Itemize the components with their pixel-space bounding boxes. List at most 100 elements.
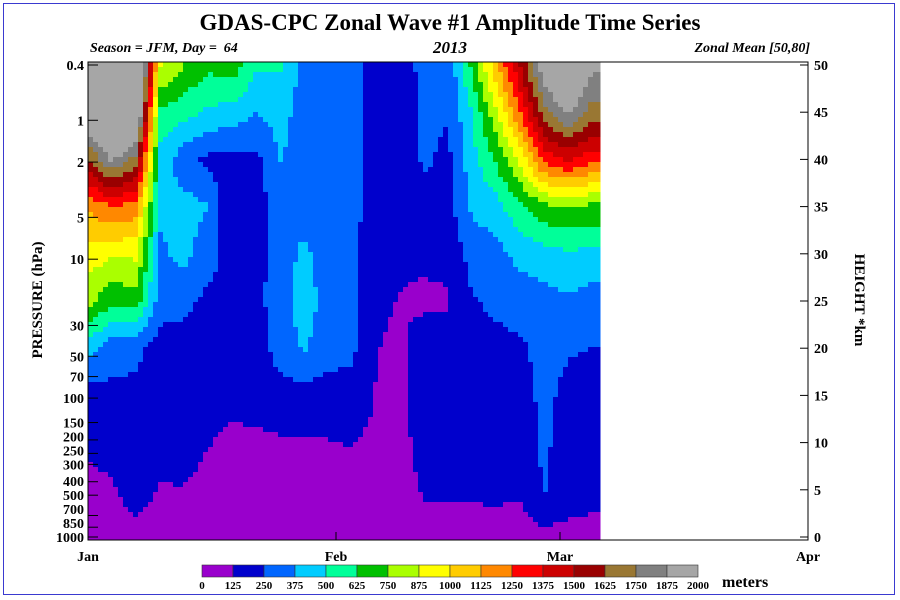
heatmap-cell (118, 122, 124, 128)
heatmap-cell (213, 217, 219, 223)
heatmap-cell (98, 452, 104, 458)
heatmap-cell (113, 232, 119, 238)
heatmap-cell (183, 347, 189, 353)
heatmap-cell (168, 522, 174, 528)
heatmap-cell (193, 447, 199, 453)
heatmap-cell (253, 87, 259, 93)
heatmap-cell (153, 437, 159, 443)
heatmap-cell (163, 272, 169, 278)
heatmap-cell (163, 62, 169, 68)
heatmap-cell (303, 247, 309, 253)
heatmap-cell (123, 537, 129, 541)
heatmap-cell (218, 297, 224, 303)
heatmap-cell (188, 507, 194, 513)
heatmap-cell (238, 162, 244, 168)
heatmap-cell (263, 292, 269, 298)
heatmap-cell (283, 142, 289, 148)
heatmap-cell (218, 262, 224, 268)
heatmap-cell (213, 477, 219, 483)
heatmap-cell (213, 67, 219, 73)
heatmap-cell (288, 277, 294, 283)
heatmap-cell (118, 297, 124, 303)
heatmap-cell (173, 262, 179, 268)
heatmap-cell (228, 477, 234, 483)
heatmap-cell (103, 347, 109, 353)
heatmap-cell (143, 317, 149, 323)
heatmap-cell (253, 417, 259, 423)
heatmap-cell (193, 517, 199, 523)
heatmap-cell (203, 422, 209, 428)
heatmap-cell (288, 512, 294, 518)
heatmap-cell (243, 287, 249, 293)
heatmap-cell (258, 377, 264, 383)
heatmap-cell (138, 132, 144, 138)
heatmap-cell (333, 202, 339, 208)
heatmap-cell (338, 247, 344, 253)
heatmap-cell (153, 107, 159, 113)
heatmap-cell (288, 282, 294, 288)
heatmap-cell (263, 102, 269, 108)
heatmap-cell (338, 282, 344, 288)
heatmap-cell (338, 77, 344, 83)
heatmap-cell (103, 407, 109, 413)
heatmap-cell (273, 277, 279, 283)
heatmap-cell (118, 527, 124, 533)
heatmap-cell (298, 322, 304, 328)
heatmap-cell (208, 302, 214, 308)
heatmap-cell (253, 72, 259, 78)
heatmap-cell (118, 342, 124, 348)
heatmap-cell (103, 132, 109, 138)
heatmap-cell (173, 267, 179, 273)
heatmap-cell (203, 337, 209, 343)
heatmap-cell (98, 107, 104, 113)
heatmap-cell (253, 217, 259, 223)
heatmap-cell (103, 422, 109, 428)
heatmap-cell (258, 482, 264, 488)
heatmap-cell (273, 127, 279, 133)
heatmap-cell (98, 382, 104, 388)
heatmap-cell (188, 337, 194, 343)
heatmap-cell (118, 92, 124, 98)
heatmap-cell (338, 442, 344, 448)
heatmap-cell (233, 392, 239, 398)
heatmap-cell (203, 352, 209, 358)
heatmap-cell (108, 337, 114, 343)
heatmap-cell (133, 267, 139, 273)
heatmap-cell (298, 197, 304, 203)
heatmap-cell (308, 237, 314, 243)
heatmap-cell (313, 372, 319, 378)
heatmap-cell (158, 537, 164, 541)
heatmap-cell (183, 197, 189, 203)
heatmap-cell (198, 447, 204, 453)
heatmap-cell (268, 427, 274, 433)
heatmap-cell (178, 252, 184, 258)
heatmap-cell (153, 222, 159, 228)
heatmap-cell (143, 397, 149, 403)
heatmap-cell (238, 527, 244, 533)
heatmap-cell (128, 522, 134, 528)
heatmap-cell (238, 497, 244, 503)
heatmap-cell (333, 62, 339, 68)
heatmap-cell (153, 422, 159, 428)
heatmap-cell (113, 122, 119, 128)
heatmap-cell (338, 107, 344, 113)
heatmap-cell (213, 82, 219, 88)
heatmap-cell (313, 77, 319, 83)
heatmap-cell (168, 277, 174, 283)
heatmap-cell (338, 72, 344, 78)
heatmap-cell (258, 402, 264, 408)
heatmap-cell (203, 157, 209, 163)
heatmap-cell (288, 202, 294, 208)
heatmap-cell (283, 72, 289, 78)
heatmap-cell (143, 97, 149, 103)
heatmap-cell (208, 112, 214, 118)
heatmap-cell (158, 397, 164, 403)
heatmap-cell (173, 302, 179, 308)
heatmap-cell (103, 117, 109, 123)
heatmap-cell (318, 237, 324, 243)
heatmap-cell (303, 317, 309, 323)
heatmap-cell (278, 322, 284, 328)
heatmap-cell (163, 352, 169, 358)
heatmap-cell (343, 277, 349, 283)
heatmap-cell (313, 507, 319, 513)
